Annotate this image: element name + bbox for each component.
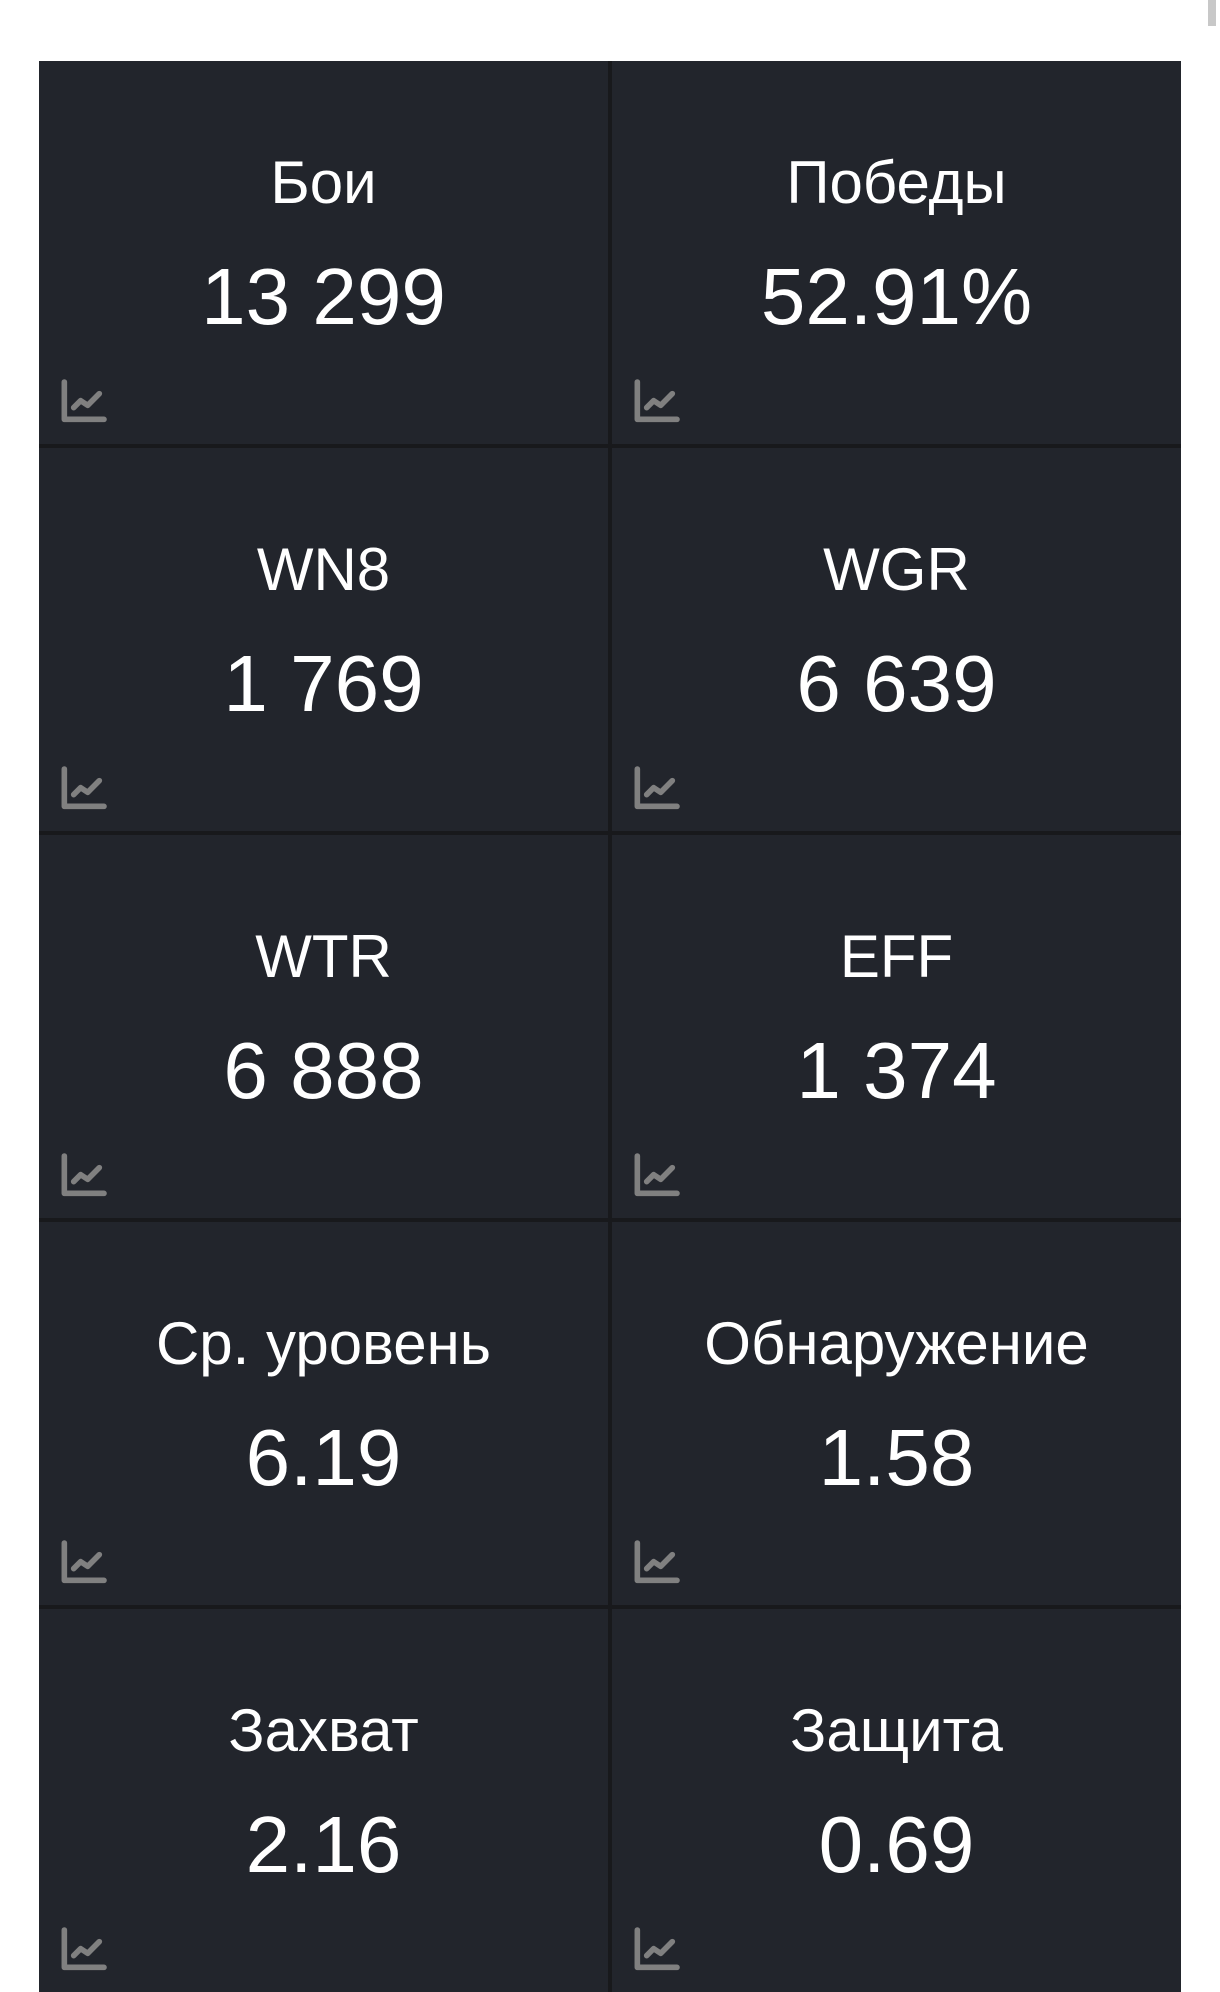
chart-line-icon[interactable] [628,762,684,818]
stat-label: Бои [270,149,377,216]
stat-value: 1 374 [796,1026,997,1115]
stat-label: Обнаружение [704,1310,1089,1377]
stat-value: 2.16 [245,1800,402,1889]
stat-label: Победы [786,149,1007,216]
stat-value: 6 888 [223,1026,424,1115]
stat-value: 0.69 [818,1800,975,1889]
stat-value: 6.19 [245,1413,402,1502]
stats-grid: Бои 13 299 Победы 52.91% WN8 1 769 WGR 6… [39,61,1181,1992]
stat-label: WN8 [256,536,391,603]
scrollbar[interactable] [1208,0,1216,26]
stat-label: Защита [790,1697,1003,1764]
stat-label: Захват [228,1697,419,1764]
stat-card[interactable]: Бои 13 299 [39,61,608,444]
stat-card[interactable]: Обнаружение 1.58 [612,1222,1181,1605]
stat-value: 52.91% [760,252,1033,341]
stat-card[interactable]: Защита 0.69 [612,1609,1181,1992]
stat-label: Ср. уровень [155,1310,492,1377]
stat-card[interactable]: WTR 6 888 [39,835,608,1218]
stat-card[interactable]: EFF 1 374 [612,835,1181,1218]
stat-card[interactable]: Ср. уровень 6.19 [39,1222,608,1605]
stat-label: WGR [823,536,970,603]
stat-value: 13 299 [201,252,446,341]
chart-line-icon[interactable] [628,1536,684,1592]
stat-value: 1.58 [818,1413,975,1502]
chart-line-icon[interactable] [628,1149,684,1205]
stat-card[interactable]: Победы 52.91% [612,61,1181,444]
chart-line-icon[interactable] [628,375,684,431]
chart-line-icon[interactable] [55,762,111,818]
chart-line-icon[interactable] [55,375,111,431]
stat-card[interactable]: WN8 1 769 [39,448,608,831]
stat-value: 1 769 [223,639,424,728]
chart-line-icon[interactable] [55,1536,111,1592]
chart-line-icon[interactable] [55,1923,111,1979]
chart-line-icon[interactable] [628,1923,684,1979]
stat-label: EFF [839,923,954,990]
stat-label: WTR [255,923,392,990]
stat-card[interactable]: WGR 6 639 [612,448,1181,831]
stat-value: 6 639 [796,639,997,728]
stat-card[interactable]: Захват 2.16 [39,1609,608,1992]
chart-line-icon[interactable] [55,1149,111,1205]
